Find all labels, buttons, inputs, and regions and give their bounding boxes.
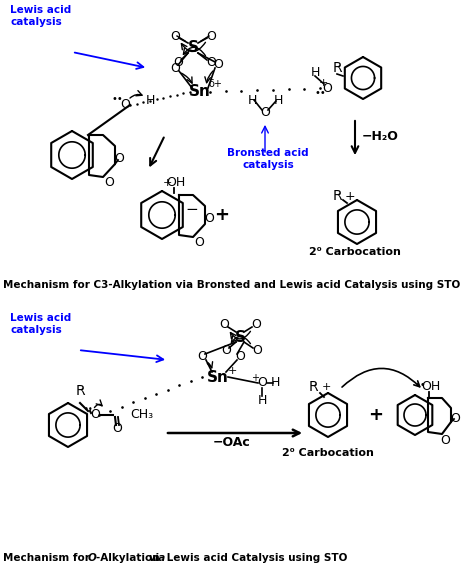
Text: O: O [170,30,180,42]
Text: Bronsted acid
catalysis: Bronsted acid catalysis [227,148,309,170]
Text: ••: •• [414,380,426,390]
Text: OH: OH [421,380,441,393]
Text: R: R [332,61,342,75]
Text: R: R [75,384,85,398]
Text: 2⁰ Carbocation: 2⁰ Carbocation [282,448,374,458]
Text: Sn: Sn [189,85,211,99]
Text: Lewis acid
catalysis: Lewis acid catalysis [10,5,71,27]
Text: O: O [213,58,223,71]
Text: ••: •• [111,94,123,104]
Text: O: O [440,433,450,447]
Text: CH₃: CH₃ [130,408,153,421]
Text: +: + [228,366,236,376]
Text: O: O [206,30,216,42]
Text: O: O [251,319,261,332]
Text: H: H [270,376,280,389]
Text: −OAc: −OAc [213,436,251,449]
Text: O: O [88,553,97,563]
Text: Lewis acid Catalysis using STO: Lewis acid Catalysis using STO [163,553,347,563]
Text: O: O [219,319,229,332]
Text: δ+: δ+ [208,79,222,89]
Text: ••: •• [84,404,94,413]
Text: H: H [257,395,267,408]
Text: S: S [187,41,199,55]
Text: R: R [308,380,318,394]
Text: O: O [257,376,267,389]
Text: O: O [450,412,460,424]
Text: +: + [321,382,331,392]
Text: O: O [252,344,262,356]
Text: 2⁰ Carbocation: 2⁰ Carbocation [309,247,401,257]
Text: O: O [260,106,270,119]
Text: OH: OH [166,176,185,190]
Text: +: + [162,178,172,188]
Text: +: + [318,78,328,88]
Text: via: via [148,553,165,563]
Text: Sn: Sn [207,369,229,384]
Text: H: H [310,66,320,78]
Text: +: + [214,206,229,224]
Text: O: O [170,62,180,74]
Text: O: O [104,176,114,190]
Text: +: + [345,190,355,203]
Text: O: O [235,351,245,364]
Text: O: O [322,82,332,94]
Text: O: O [206,55,216,69]
Text: S: S [235,329,245,344]
Text: +: + [251,373,259,383]
Text: Mechanism for C3-Alkylation via Bronsted and Lewis acid Catalysis using STO: Mechanism for C3-Alkylation via Bronsted… [3,280,460,290]
Text: O: O [90,408,100,421]
Text: R: R [332,189,342,203]
Text: ••: •• [314,88,326,98]
Text: H: H [247,94,257,107]
Text: -Alkylation: -Alkylation [96,553,163,563]
Text: O: O [194,236,204,250]
Text: −H₂O: −H₂O [362,130,399,143]
Text: O: O [120,99,130,111]
Text: Mechanism for: Mechanism for [3,553,94,563]
Text: Lewis acid
catalysis: Lewis acid catalysis [10,313,71,335]
Text: H: H [145,94,155,107]
Text: −: − [185,203,198,218]
Text: O: O [204,212,214,226]
Text: H: H [273,94,283,107]
Text: +: + [368,406,384,424]
Text: O: O [112,423,122,436]
Text: O: O [173,55,183,69]
Text: O: O [221,344,231,356]
Text: O: O [114,152,124,166]
Text: O: O [197,351,207,364]
